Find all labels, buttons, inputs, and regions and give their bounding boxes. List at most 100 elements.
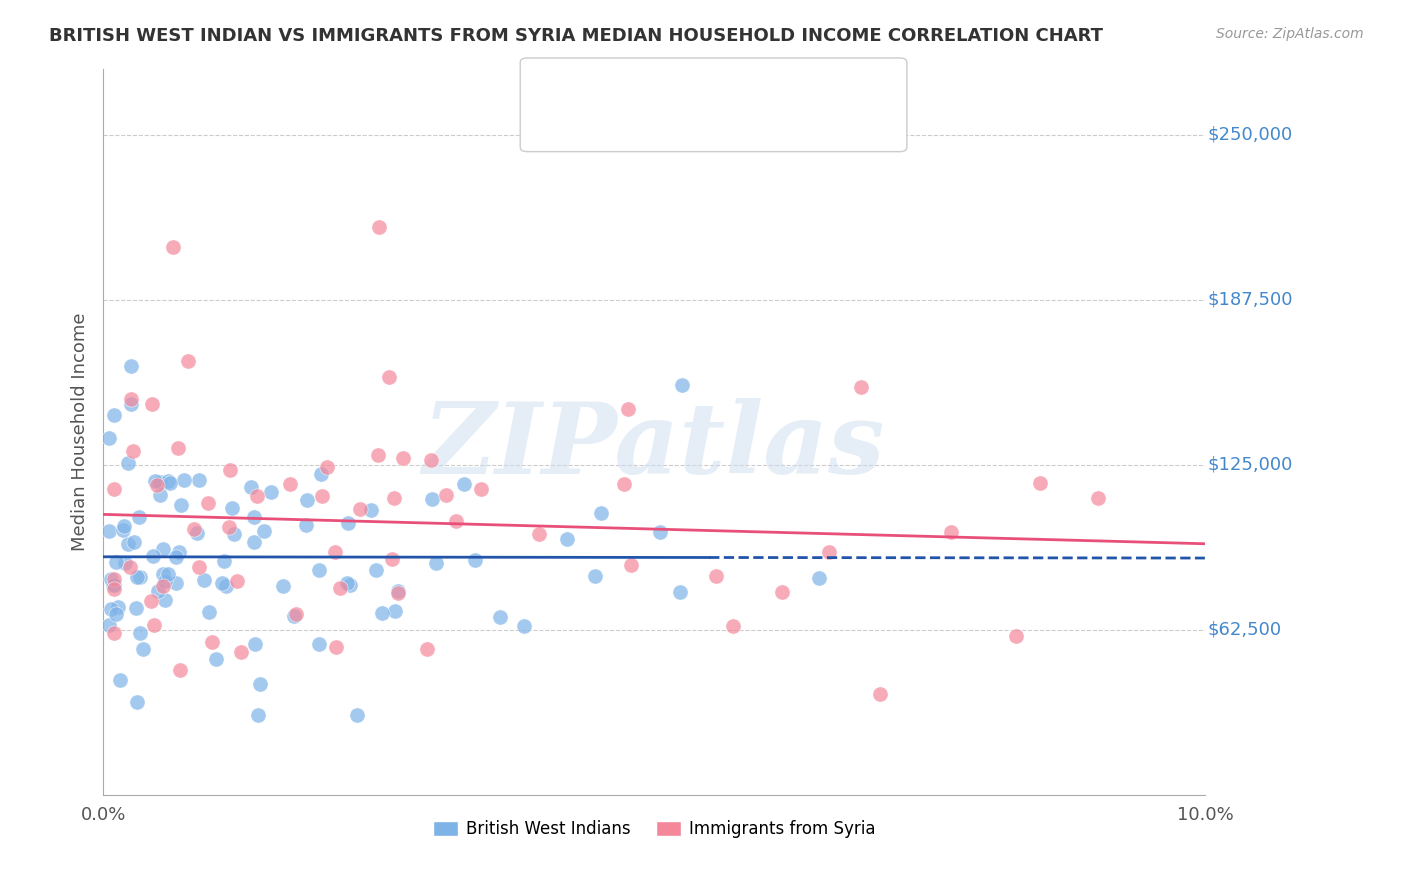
British West Indians	[205, 651, 228, 665]
Immigrants from Syria	[616, 402, 638, 417]
Immigrants from Syria	[329, 581, 352, 595]
British West Indians	[112, 519, 135, 533]
British West Indians	[120, 359, 142, 374]
British West Indians	[114, 556, 136, 570]
British West Indians	[336, 576, 359, 591]
Immigrants from Syria	[246, 489, 269, 503]
British West Indians	[97, 431, 120, 445]
Immigrants from Syria	[218, 520, 240, 534]
British West Indians	[145, 474, 167, 488]
Immigrants from Syria	[613, 476, 636, 491]
Immigrants from Syria	[434, 487, 457, 501]
British West Indians	[249, 677, 271, 691]
British West Indians	[308, 637, 330, 651]
Immigrants from Syria	[420, 453, 443, 467]
Immigrants from Syria	[325, 640, 347, 654]
Text: -0.093: -0.093	[612, 112, 671, 129]
Immigrants from Syria	[219, 463, 242, 477]
British West Indians	[153, 593, 176, 607]
Immigrants from Syria	[141, 594, 163, 608]
Text: R =: R =	[574, 112, 610, 129]
Immigrants from Syria	[120, 392, 142, 406]
British West Indians	[240, 480, 263, 494]
British West Indians	[453, 477, 475, 491]
British West Indians	[97, 524, 120, 538]
Immigrants from Syria	[103, 625, 125, 640]
British West Indians	[101, 578, 124, 592]
Immigrants from Syria	[377, 370, 399, 384]
British West Indians	[159, 475, 181, 490]
Immigrants from Syria	[103, 572, 125, 586]
Immigrants from Syria	[177, 354, 200, 368]
British West Indians	[165, 550, 187, 565]
Immigrants from Syria	[162, 240, 184, 254]
Immigrants from Syria	[1005, 629, 1028, 643]
Immigrants from Syria	[529, 526, 551, 541]
Point	[541, 113, 564, 128]
Text: 0.030: 0.030	[612, 78, 669, 96]
Immigrants from Syria	[183, 522, 205, 536]
British West Indians	[215, 579, 238, 593]
Immigrants from Syria	[229, 645, 252, 659]
British West Indians	[125, 695, 148, 709]
Text: $62,500: $62,500	[1208, 621, 1281, 639]
British West Indians	[295, 517, 318, 532]
British West Indians	[489, 610, 512, 624]
Immigrants from Syria	[311, 490, 333, 504]
Immigrants from Syria	[141, 397, 163, 411]
Immigrants from Syria	[392, 451, 415, 466]
British West Indians	[221, 500, 243, 515]
Immigrants from Syria	[284, 607, 307, 621]
British West Indians	[211, 575, 233, 590]
Immigrants from Syria	[103, 582, 125, 597]
British West Indians	[669, 584, 692, 599]
British West Indians	[167, 544, 190, 558]
Immigrants from Syria	[367, 448, 389, 462]
British West Indians	[153, 574, 176, 588]
British West Indians	[188, 473, 211, 487]
British West Indians	[186, 525, 208, 540]
British West Indians	[157, 475, 180, 489]
British West Indians	[246, 708, 269, 723]
British West Indians	[425, 557, 447, 571]
British West Indians	[242, 509, 264, 524]
British West Indians	[173, 473, 195, 487]
British West Indians	[808, 571, 831, 585]
Immigrants from Syria	[188, 560, 211, 574]
British West Indians	[107, 600, 129, 615]
Text: R =: R =	[574, 78, 610, 96]
Text: Source: ZipAtlas.com: Source: ZipAtlas.com	[1216, 27, 1364, 41]
Text: N =: N =	[682, 78, 718, 96]
Y-axis label: Median Household Income: Median Household Income	[72, 312, 89, 551]
Immigrants from Syria	[1029, 476, 1052, 491]
British West Indians	[103, 578, 125, 592]
Immigrants from Syria	[444, 514, 467, 528]
British West Indians	[243, 534, 266, 549]
Legend: British West Indians, Immigrants from Syria: British West Indians, Immigrants from Sy…	[426, 814, 882, 845]
Immigrants from Syria	[200, 634, 222, 648]
Immigrants from Syria	[723, 619, 745, 633]
Immigrants from Syria	[121, 444, 143, 458]
Immigrants from Syria	[146, 477, 169, 491]
Immigrants from Syria	[367, 219, 389, 234]
British West Indians	[420, 492, 443, 507]
British West Indians	[346, 708, 368, 723]
British West Indians	[555, 533, 578, 547]
British West Indians	[513, 619, 536, 633]
British West Indians	[336, 516, 359, 530]
Text: $125,000: $125,000	[1208, 456, 1292, 474]
Immigrants from Syria	[226, 574, 249, 589]
Immigrants from Syria	[387, 586, 409, 600]
Immigrants from Syria	[169, 663, 191, 677]
British West Indians	[128, 626, 150, 640]
Immigrants from Syria	[316, 459, 339, 474]
British West Indians	[387, 584, 409, 599]
British West Indians	[671, 378, 693, 392]
British West Indians	[360, 502, 382, 516]
British West Indians	[129, 570, 152, 584]
British West Indians	[142, 549, 165, 563]
British West Indians	[103, 408, 125, 422]
British West Indians	[112, 523, 135, 537]
Immigrants from Syria	[349, 501, 371, 516]
British West Indians	[170, 498, 193, 512]
